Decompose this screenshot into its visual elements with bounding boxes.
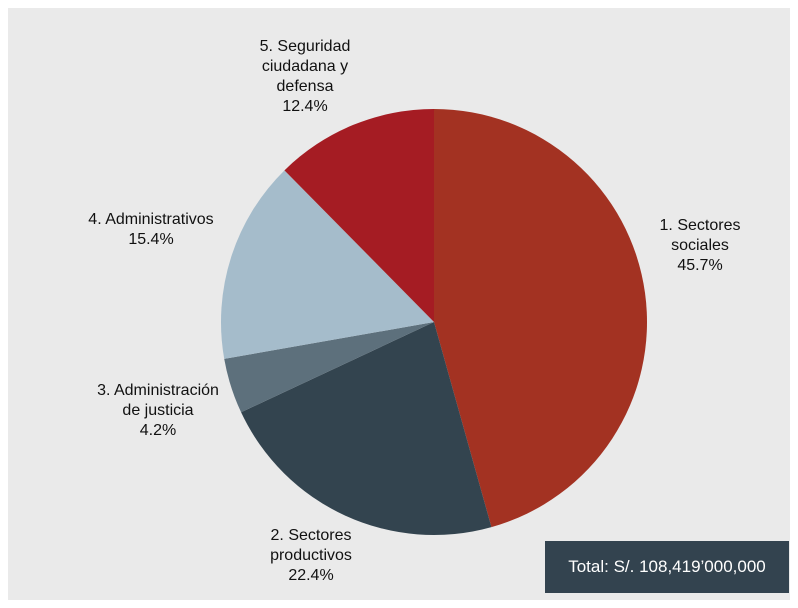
pie-labels: 1. Sectores sociales 45.7% 2. Sectores produ… — [88, 38, 740, 584]
slice-label-4: 4. Administrativos 15.4% — [88, 211, 213, 248]
slice-value-5: 12.4% — [282, 98, 327, 115]
slice-name-line: ciudadana y — [262, 58, 348, 75]
slice-name-line: 4. Administrativos — [88, 211, 213, 228]
slice-name-line: 2. Sectores — [271, 527, 352, 544]
slice-name-line: de justicia — [122, 402, 193, 419]
slice-value-2: 22.4% — [288, 567, 333, 584]
slice-value-3: 4.2% — [140, 422, 176, 439]
slice-label-2: 2. Sectores productivos 22.4% — [270, 527, 352, 584]
slice-name-line: 3. Administración — [97, 382, 219, 399]
slice-name-line: 5. Seguridad — [260, 38, 351, 55]
slice-name-line: defensa — [277, 78, 334, 95]
slice-name-line: 1. Sectores — [660, 217, 741, 234]
pie-slice-3 — [224, 322, 434, 413]
pie-slice-2 — [241, 322, 492, 536]
pie-slice-1 — [434, 109, 648, 528]
slice-value-4: 15.4% — [128, 231, 173, 248]
slice-label-3: 3. Administración de justicia 4.2% — [97, 382, 219, 439]
pie-slice-4 — [220, 170, 434, 359]
pie-slice-5 — [284, 109, 434, 322]
pie-chart: 1. Sectores sociales 45.7% 2. Sectores produ… — [88, 38, 740, 584]
slice-label-1: 1. Sectores sociales 45.7% — [660, 217, 741, 274]
pie-slices — [220, 109, 648, 536]
total-label: Total: S/. 108,419’000,000 — [568, 557, 766, 576]
slice-name-line: productivos — [270, 547, 352, 564]
slice-value-1: 45.7% — [677, 257, 722, 274]
slice-name-line: sociales — [671, 237, 729, 254]
chart-panel: 1. Sectores sociales 45.7% 2. Sectores produ… — [8, 8, 790, 600]
slice-label-5: 5. Seguridad ciudadana y defensa 12.4% — [260, 38, 351, 115]
total-badge: Total: S/. 108,419’000,000 — [545, 541, 789, 593]
